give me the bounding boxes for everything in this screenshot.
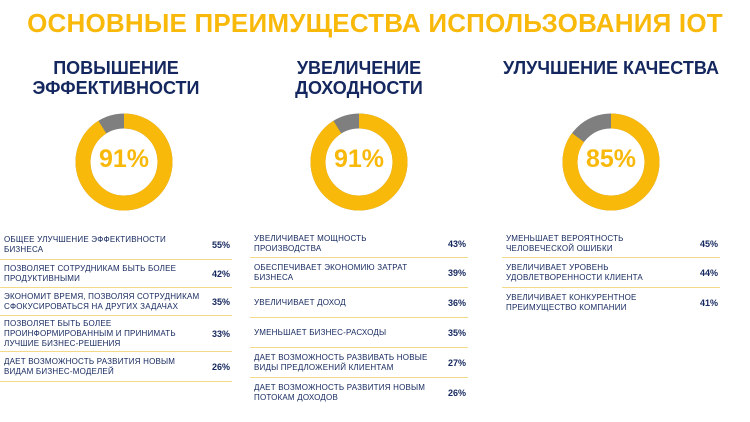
list-item-label: УМЕНЬШАЕТ ВЕРОЯТНОСТЬ ЧЕЛОВЕЧЕСКОЙ ОШИБК… (506, 233, 624, 253)
page-title: ОСНОВНЫЕ ПРЕИМУЩЕСТВА ИСПОЛЬЗОВАНИЯ IOT (27, 8, 723, 38)
column-heading: УВЕЛИЧЕНИЕ ДОХОДНОСТИ (295, 58, 423, 98)
list-item-label: ОБЕСПЕЧИВАЕТ ЭКОНОМИЮ ЗАТРАТ БИЗНЕСА (254, 262, 408, 282)
list-item: УВЕЛИЧИВАЕТ МОЩНОСТЬ ПРОИЗВОДСТВА 43% (250, 230, 468, 258)
list-item: ПОЗВОЛЯЕТ БЫТЬ БОЛЕЕ ПРОИНФОРМИРОВАННЫМ … (0, 316, 232, 352)
list-item-percent: 27% (447, 357, 466, 368)
list-item: ОБЩЕЕ УЛУЧШЕНИЕ ЭФФЕКТИВНОСТИ БИЗНЕСА 55… (0, 230, 232, 260)
list-item-label: ДАЕТ ВОЗМОЖНОСТЬ РАЗВИТИЯ НОВЫМ ВИДАМ БИ… (4, 356, 176, 376)
donut-value-label: 85% (585, 145, 637, 173)
donut-svg (562, 113, 660, 211)
benefit-list: УВЕЛИЧИВАЕТ МОЩНОСТЬ ПРОИЗВОДСТВА 43% ОБ… (250, 230, 468, 408)
list-item-percent: 44% (699, 267, 718, 278)
list-item-percent: 26% (211, 361, 230, 372)
donut-value-label: 91% (98, 145, 150, 173)
list-item-percent: 26% (447, 388, 466, 398)
list-item-label: ДАЕТ ВОЗМОЖНОСТЬ РАЗВИВАТЬ НОВЫЕ ВИДЫ ПР… (254, 352, 428, 372)
list-item: ПОЗВОЛЯЕТ СОТРУДНИКАМ БЫТЬ БОЛЕЕ ПРОДУКТ… (0, 260, 232, 288)
list-item: ОБЕСПЕЧИВАЕТ ЭКОНОМИЮ ЗАТРАТ БИЗНЕСА 39% (250, 258, 468, 288)
list-item: УВЕЛИЧИВАЕТ ДОХОД 36% (250, 288, 468, 318)
donut-chart: 91% (74, 112, 174, 212)
benefit-list: ОБЩЕЕ УЛУЧШЕНИЕ ЭФФЕКТИВНОСТИ БИЗНЕСА 55… (0, 230, 232, 382)
column-heading: ПОВЫШЕНИЕ ЭФФЕКТИВНОСТИ (32, 58, 200, 98)
list-item-label: ПОЗВОЛЯЕТ БЫТЬ БОЛЕЕ ПРОИНФОРМИРОВАННЫМ … (4, 318, 176, 348)
column-quality: УЛУЧШЕНИЕ КАЧЕСТВА 85% УМЕНЬШАЕТ ВЕРОЯТН… (502, 58, 720, 312)
list-item-percent: 35% (447, 327, 466, 338)
list-item: ЭКОНОМИТ ВРЕМЯ, ПОЗВОЛЯЯ СОТРУДНИКАМ СФО… (0, 288, 232, 316)
list-item-label: УВЕЛИЧИВАЕТ КОНКУРЕНТНОЕ ПРЕИМУЩЕСТВО КО… (506, 293, 637, 312)
column-efficiency: ПОВЫШЕНИЕ ЭФФЕКТИВНОСТИ 91% ОБЩЕЕ УЛУЧШЕ… (0, 58, 232, 382)
column-heading: УЛУЧШЕНИЕ КАЧЕСТВА (503, 58, 719, 78)
list-item: УВЕЛИЧИВАЕТ КОНКУРЕНТНОЕ ПРЕИМУЩЕСТВО КО… (502, 288, 720, 318)
list-item: УМЕНЬШАЕТ БИЗНЕС-РАСХОДЫ 35% (250, 318, 468, 348)
list-item-label: ОБЩЕЕ УЛУЧШЕНИЕ ЭФФЕКТИВНОСТИ БИЗНЕСА (4, 234, 166, 254)
list-item: УМЕНЬШАЕТ ВЕРОЯТНОСТЬ ЧЕЛОВЕЧЕСКОЙ ОШИБК… (502, 230, 720, 258)
list-item: ДАЕТ ВОЗМОЖНОСТЬ РАЗВИТИЯ НОВЫМ ПОТОКАМ … (250, 378, 468, 408)
list-item-label: ДАЕТ ВОЗМОЖНОСТЬ РАЗВИТИЯ НОВЫМ ПОТОКАМ … (254, 383, 426, 402)
donut-svg (75, 113, 173, 211)
list-item-percent: 42% (211, 268, 230, 279)
list-item-label: УВЕЛИЧИВАЕТ УРОВЕНЬ УДОВЛЕТВОРЕННОСТИ КЛ… (506, 262, 643, 282)
list-item-percent: 45% (699, 238, 718, 249)
list-item-percent: 33% (211, 328, 230, 339)
list-item-label: УМЕНЬШАЕТ БИЗНЕС-РАСХОДЫ (254, 327, 387, 337)
list-item-label: ПОЗВОЛЯЕТ СОТРУДНИКАМ БЫТЬ БОЛЕЕ ПРОДУКТ… (4, 263, 177, 283)
donut-chart: 91% (309, 112, 409, 212)
column-profitability: УВЕЛИЧЕНИЕ ДОХОДНОСТИ 91% УВЕЛИЧИВАЕТ МО… (250, 58, 468, 402)
list-item-percent: 55% (211, 239, 230, 250)
list-item-label: УВЕЛИЧИВАЕТ МОЩНОСТЬ ПРОИЗВОДСТВА (254, 233, 367, 253)
donut-value-arc (310, 113, 408, 211)
list-item: УВЕЛИЧИВАЕТ УРОВЕНЬ УДОВЛЕТВОРЕННОСТИ КЛ… (502, 258, 720, 288)
donut-chart: 85% (561, 112, 661, 212)
list-item-percent: 35% (211, 296, 230, 307)
list-item-percent: 39% (447, 267, 466, 278)
donut-value-arc (562, 113, 660, 211)
list-item-label: ЭКОНОМИТ ВРЕМЯ, ПОЗВОЛЯЯ СОТРУДНИКАМ СФО… (4, 291, 200, 311)
list-item: ДАЕТ ВОЗМОЖНОСТЬ РАЗВИТИЯ НОВЫМ ВИДАМ БИ… (0, 352, 232, 382)
donut-value-arc (75, 113, 173, 211)
list-item-percent: 36% (447, 297, 466, 308)
donut-value-label: 91% (333, 145, 385, 173)
list-item: ДАЕТ ВОЗМОЖНОСТЬ РАЗВИВАТЬ НОВЫЕ ВИДЫ ПР… (250, 348, 468, 378)
benefit-list: УМЕНЬШАЕТ ВЕРОЯТНОСТЬ ЧЕЛОВЕЧЕСКОЙ ОШИБК… (502, 230, 720, 318)
donut-svg (310, 113, 408, 211)
list-item-percent: 43% (447, 238, 466, 249)
list-item-label: УВЕЛИЧИВАЕТ ДОХОД (254, 297, 346, 307)
list-item-percent: 41% (699, 298, 718, 308)
